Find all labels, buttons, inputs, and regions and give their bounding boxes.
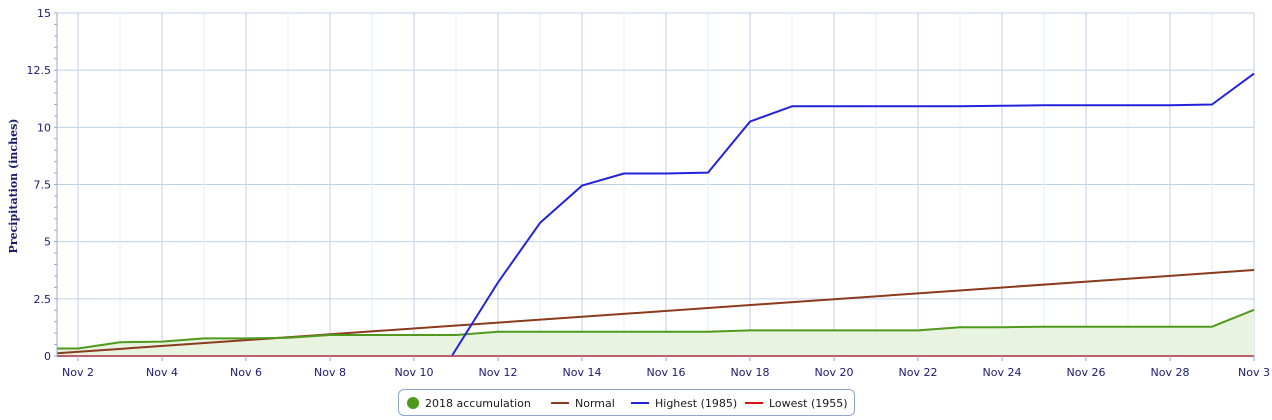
x-tick-label: Nov 26 [1067,366,1106,379]
accumulation-area-fill [57,309,1254,356]
x-tick-label: Nov 16 [647,366,686,379]
x-tick-label: Nov 10 [395,366,434,379]
legend-marker-line [631,402,649,404]
x-tick-label: Nov 2 [62,366,94,379]
gridlines [57,12,1255,356]
x-tick-label: Nov 18 [731,366,770,379]
legend-label: Highest (1985) [655,396,738,410]
x-tick-label: Nov 20 [815,366,854,379]
legend-item-normal[interactable]: Normal [551,395,615,411]
axes [54,12,1255,361]
legend: 2018 accumulation Normal Highest (1985) … [398,389,855,416]
series-lines [56,72,1255,357]
x-tick-label: Nov 8 [314,366,346,379]
x-tick-label: Nov 14 [563,366,602,379]
x-tick-labels: Nov 2 Nov 4 Nov 6 Nov 8 Nov 10 Nov 12 Nov 14 No… [62,366,1270,379]
legend-item-2018-accumulation[interactable]: 2018 accumulation [407,395,531,411]
legend-label: Lowest (1955) [769,396,848,410]
legend-item-highest[interactable]: Highest (1985) [631,395,737,411]
x-tick-label: Nov 4 [146,366,178,379]
y-tick-label: 7.5 [34,179,52,192]
accumulation-area [57,309,1254,356]
x-tick-label: Nov 28 [1151,366,1190,379]
legend-label: Normal [575,396,615,410]
y-tick-label: 10 [37,121,51,134]
legend-item-lowest[interactable]: Lowest (1955) [745,395,848,411]
y-tick-label: 12.5 [27,64,52,77]
x-tick-label: Nov 12 [479,366,518,379]
x-tick-label: Nov 24 [983,366,1022,379]
y-tick-labels: 0 2.5 5 7.5 10 12.5 15 [27,7,52,363]
legend-marker-line [551,402,569,404]
y-tick-label: 15 [37,7,51,20]
series-normal-line [56,269,1255,355]
y-tick-label: 2.5 [34,293,52,306]
legend-label: 2018 accumulation [425,396,531,410]
legend-marker-line [745,402,763,404]
y-axis-label: Precipitation (inches) [7,119,20,254]
legend-marker-dot [407,397,419,409]
x-tick-label: Nov 6 [230,366,262,379]
series-highest-line [450,72,1255,357]
y-tick-label: 0 [44,350,51,363]
series-2018-accumulation-line [57,308,1255,350]
x-tick-label: Nov 3 [1238,366,1270,379]
y-tick-label: 5 [44,236,51,249]
x-tick-label: Nov 22 [899,366,938,379]
